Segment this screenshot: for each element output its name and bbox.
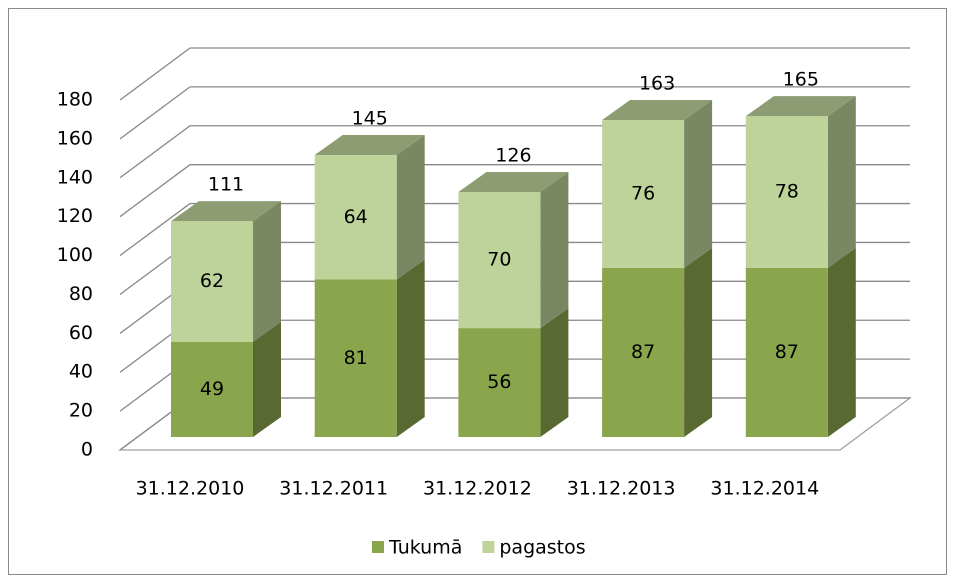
y-tick-label: 20 xyxy=(69,400,93,422)
bar-side xyxy=(827,96,856,268)
grid-line-side xyxy=(119,47,191,101)
bar xyxy=(458,192,541,329)
y-tick-label: 0 xyxy=(81,439,93,461)
value-label: 56 xyxy=(487,371,511,393)
grid-line-side xyxy=(119,203,191,257)
bar-side xyxy=(684,247,713,437)
y-tick-label: 60 xyxy=(69,322,93,344)
grid-line-side xyxy=(119,86,191,140)
bar xyxy=(745,116,828,268)
bar-side xyxy=(396,259,425,437)
y-tick-label: 120 xyxy=(57,205,93,227)
x-tick-label: 31.12.2010 xyxy=(136,478,245,500)
x-tick-label: 31.12.2013 xyxy=(567,478,676,500)
legend-swatch xyxy=(372,541,384,553)
y-tick-label: 40 xyxy=(69,361,93,383)
bar-side xyxy=(253,201,281,342)
x-tick-label: 31.12.2012 xyxy=(423,478,532,500)
legend-label: pagastos xyxy=(499,537,585,559)
bar-side xyxy=(540,308,569,437)
y-tick-label: 100 xyxy=(57,244,93,266)
value-label: 87 xyxy=(631,341,655,363)
bar xyxy=(314,279,397,437)
total-label: 165 xyxy=(783,69,819,91)
bar-top xyxy=(602,100,713,121)
bar-side xyxy=(396,135,425,280)
bar-top xyxy=(458,172,569,192)
bar xyxy=(602,120,685,268)
value-label: 62 xyxy=(200,270,224,292)
value-label: 78 xyxy=(775,181,799,203)
total-label: 126 xyxy=(495,145,531,167)
bar xyxy=(745,267,828,437)
bar xyxy=(602,267,685,437)
bar xyxy=(171,221,253,342)
bar-top xyxy=(314,135,425,156)
bar-top xyxy=(745,96,856,117)
bar-side xyxy=(684,100,713,268)
bar-top xyxy=(171,201,281,222)
bar xyxy=(314,155,397,280)
value-label: 70 xyxy=(487,249,511,271)
bar-side xyxy=(253,321,281,437)
x-tick-label: 31.12.2011 xyxy=(279,478,388,500)
bar xyxy=(171,341,253,437)
grid-line-side xyxy=(119,164,191,218)
bar xyxy=(458,328,541,437)
y-tick-label: 160 xyxy=(57,127,93,149)
total-label: 163 xyxy=(639,73,675,95)
total-label: 111 xyxy=(208,174,244,196)
y-tick-label: 140 xyxy=(57,166,93,188)
value-label: 76 xyxy=(631,182,655,204)
grid-line-side xyxy=(119,125,191,179)
value-label: 81 xyxy=(344,347,368,369)
bar-side xyxy=(540,172,569,329)
bar-side xyxy=(827,247,856,437)
y-tick-label: 180 xyxy=(57,89,93,111)
legend-label: Tukumā xyxy=(388,537,462,559)
x-tick-label: 31.12.2014 xyxy=(710,478,819,500)
value-label: 49 xyxy=(200,378,224,400)
y-tick-label: 80 xyxy=(69,283,93,305)
value-label: 64 xyxy=(344,206,368,228)
value-label: 87 xyxy=(775,341,799,363)
legend-swatch xyxy=(482,541,495,553)
total-label: 145 xyxy=(352,108,388,130)
